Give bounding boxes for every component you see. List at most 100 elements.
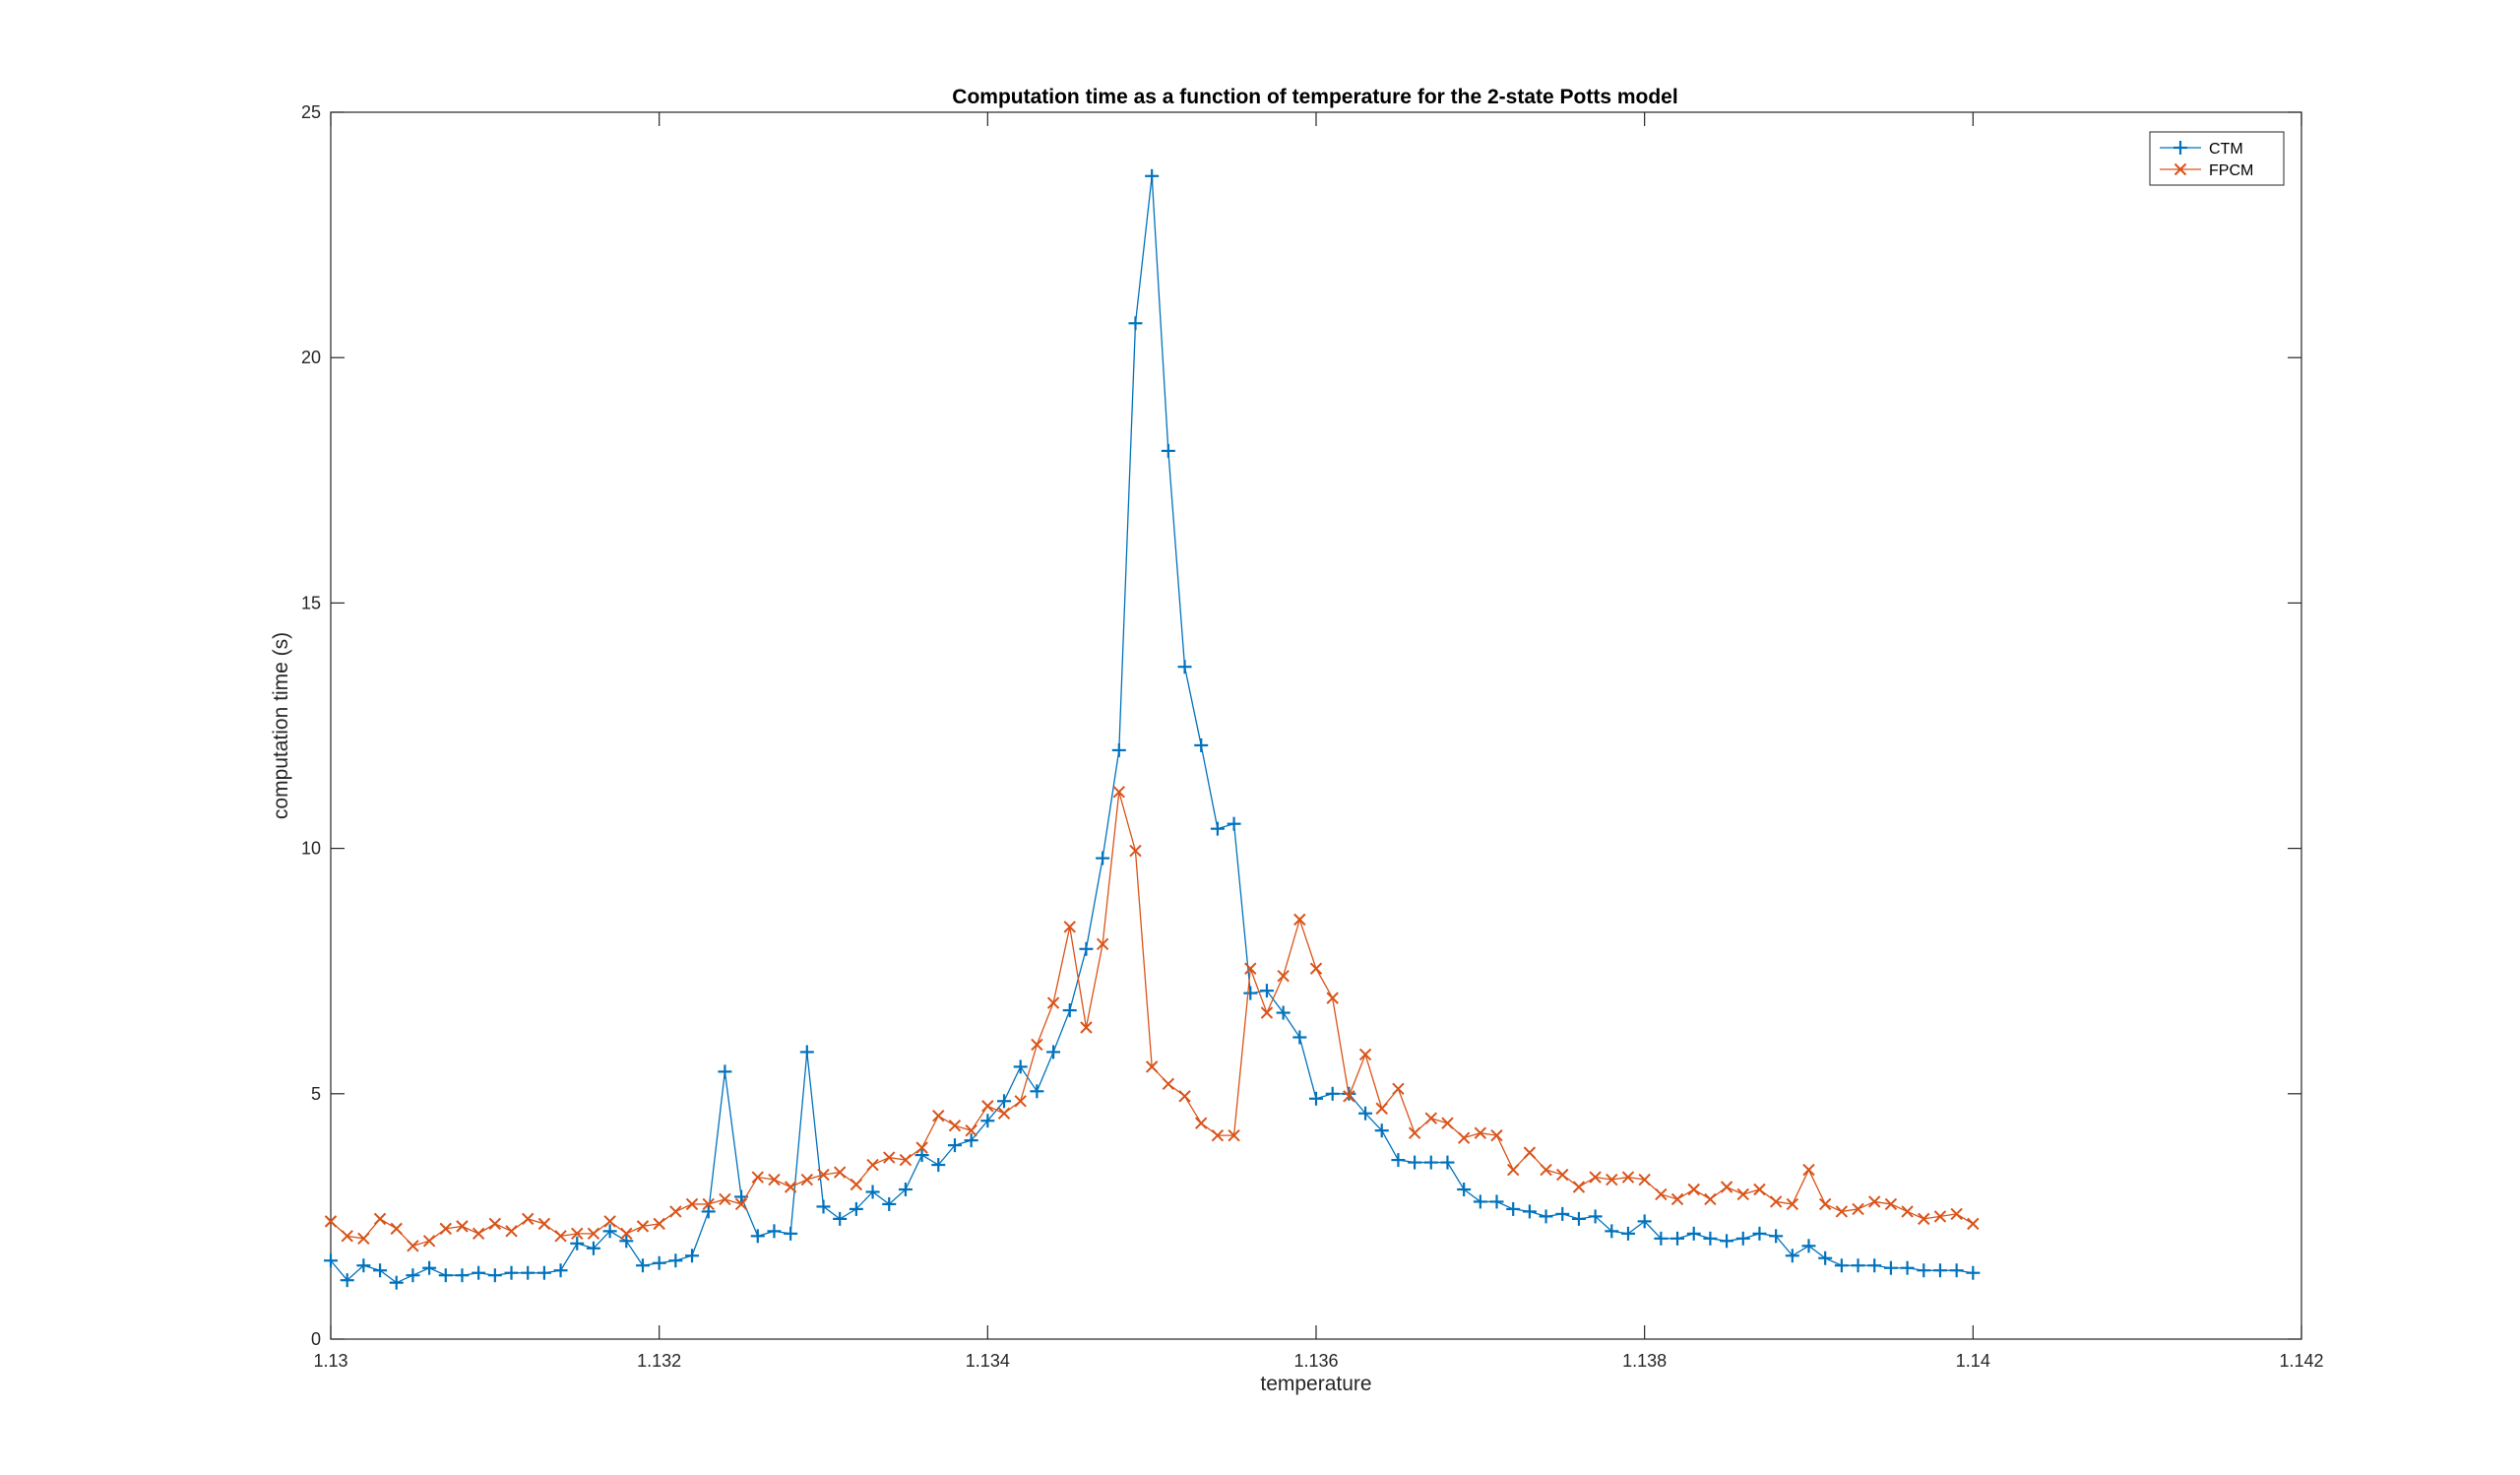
data-point-marker bbox=[685, 1197, 699, 1211]
data-point-marker bbox=[1457, 1131, 1471, 1144]
data-point-marker bbox=[1392, 1082, 1405, 1096]
data-point-marker bbox=[1540, 1163, 1552, 1177]
data-point-marker bbox=[833, 1166, 847, 1179]
data-point-marker bbox=[1523, 1146, 1537, 1159]
data-point-marker bbox=[537, 1217, 551, 1231]
legend-item: FPCM bbox=[2160, 162, 2253, 179]
data-point-marker bbox=[1490, 1128, 1503, 1142]
x-axis-label: temperature bbox=[1260, 1373, 1371, 1395]
data-point-marker bbox=[1769, 1195, 1783, 1208]
data-point-marker bbox=[1506, 1163, 1520, 1177]
data-point-marker bbox=[702, 1197, 715, 1211]
data-point-marker bbox=[521, 1212, 535, 1226]
legend-item: CTM bbox=[2160, 141, 2243, 158]
data-point-marker bbox=[1884, 1197, 1898, 1211]
data-point-marker bbox=[1868, 1195, 1881, 1208]
data-point-marker bbox=[1687, 1183, 1700, 1196]
data-point-marker bbox=[1080, 1021, 1093, 1034]
data-point-marker bbox=[1638, 1173, 1651, 1186]
data-point-marker bbox=[866, 1158, 879, 1172]
data-point-marker bbox=[1031, 1038, 1043, 1052]
data-point-marker bbox=[1195, 1117, 1208, 1129]
data-point-marker bbox=[751, 1171, 764, 1184]
x-tick-label: 1.138 bbox=[1622, 1351, 1667, 1371]
data-point-marker bbox=[1589, 1171, 1602, 1184]
data-point-marker bbox=[1655, 1187, 1668, 1201]
data-point-marker bbox=[1096, 937, 1109, 950]
data-point-marker bbox=[1852, 1202, 1864, 1216]
data-point-marker bbox=[1424, 1112, 1437, 1124]
data-point-marker bbox=[1606, 1173, 1618, 1186]
x-tick-label: 1.132 bbox=[637, 1351, 681, 1371]
series-fpcm bbox=[324, 786, 1980, 1252]
data-point-marker bbox=[1786, 1197, 1799, 1211]
data-point-marker bbox=[422, 1235, 436, 1248]
data-point-marker bbox=[1556, 1168, 1569, 1182]
data-point-marker bbox=[407, 1240, 419, 1252]
data-point-marker bbox=[669, 1205, 682, 1218]
data-point-marker bbox=[1736, 1187, 1749, 1201]
data-point-marker bbox=[1753, 1183, 1766, 1196]
data-point-marker bbox=[1260, 1006, 1274, 1019]
data-point-marker bbox=[1720, 1181, 1733, 1193]
data-point-marker bbox=[505, 1225, 518, 1238]
y-tick-label: 5 bbox=[311, 1084, 321, 1104]
data-point-marker bbox=[1228, 1128, 1240, 1142]
data-point-marker bbox=[1835, 1205, 1849, 1218]
data-point-marker bbox=[1408, 1126, 1421, 1139]
data-point-marker bbox=[1211, 1128, 1225, 1142]
data-point-marker bbox=[1950, 1207, 1963, 1221]
plot-area bbox=[330, 111, 2302, 1340]
y-axis-label: computation time (s) bbox=[270, 632, 292, 819]
data-point-marker bbox=[1112, 786, 1126, 799]
data-point-marker bbox=[324, 1215, 338, 1228]
data-point-marker bbox=[390, 1222, 403, 1236]
y-tick-label: 10 bbox=[301, 839, 321, 859]
x-tick-label: 1.142 bbox=[2279, 1351, 2323, 1371]
data-point-marker bbox=[719, 1192, 731, 1206]
series-layer bbox=[324, 168, 1981, 1290]
data-point-marker bbox=[456, 1220, 469, 1233]
data-point-marker bbox=[768, 1173, 781, 1186]
data-point-marker bbox=[850, 1178, 863, 1191]
data-point-marker bbox=[620, 1227, 633, 1241]
series-ctm bbox=[324, 168, 1981, 1290]
data-point-marker bbox=[1162, 1077, 1175, 1091]
legend-label: FPCM bbox=[2209, 162, 2253, 179]
data-point-marker bbox=[1572, 1181, 1586, 1193]
data-point-marker bbox=[1358, 1048, 1372, 1061]
data-point-marker bbox=[373, 1212, 387, 1226]
data-point-marker bbox=[1967, 1217, 1980, 1231]
data-point-marker bbox=[1145, 1060, 1159, 1073]
data-point-marker bbox=[357, 1232, 370, 1246]
data-point-marker bbox=[915, 1141, 928, 1154]
data-point-marker bbox=[1670, 1192, 1684, 1206]
data-point-marker bbox=[1014, 1095, 1027, 1108]
data-point-marker bbox=[2174, 162, 2187, 176]
data-point-marker bbox=[800, 1173, 814, 1186]
data-point-marker bbox=[1704, 1192, 1717, 1206]
data-point-marker bbox=[1621, 1171, 1635, 1184]
data-point-marker bbox=[734, 1197, 748, 1211]
data-point-marker bbox=[439, 1222, 452, 1236]
data-point-marker bbox=[1178, 1090, 1191, 1103]
data-point-marker bbox=[603, 1215, 616, 1228]
data-point-marker bbox=[899, 1153, 913, 1167]
data-point-marker bbox=[1933, 1210, 1947, 1223]
data-point-marker bbox=[883, 1151, 896, 1164]
data-point-marker bbox=[571, 1227, 584, 1241]
legend: CTM FPCM bbox=[2149, 131, 2285, 186]
x-tick-label: 1.136 bbox=[1293, 1351, 1338, 1371]
data-point-marker bbox=[1343, 1090, 1355, 1103]
data-point-marker bbox=[1293, 913, 1306, 927]
legend-label: CTM bbox=[2209, 141, 2243, 158]
data-point-marker bbox=[653, 1217, 665, 1231]
data-point-marker bbox=[1901, 1205, 1914, 1218]
data-point-marker bbox=[1802, 1163, 1815, 1177]
data-point-marker bbox=[981, 1100, 994, 1113]
legend-box bbox=[2149, 131, 2285, 186]
y-tick-label: 15 bbox=[301, 593, 321, 612]
data-point-marker bbox=[1818, 1197, 1832, 1211]
data-point-marker bbox=[1244, 962, 1257, 975]
